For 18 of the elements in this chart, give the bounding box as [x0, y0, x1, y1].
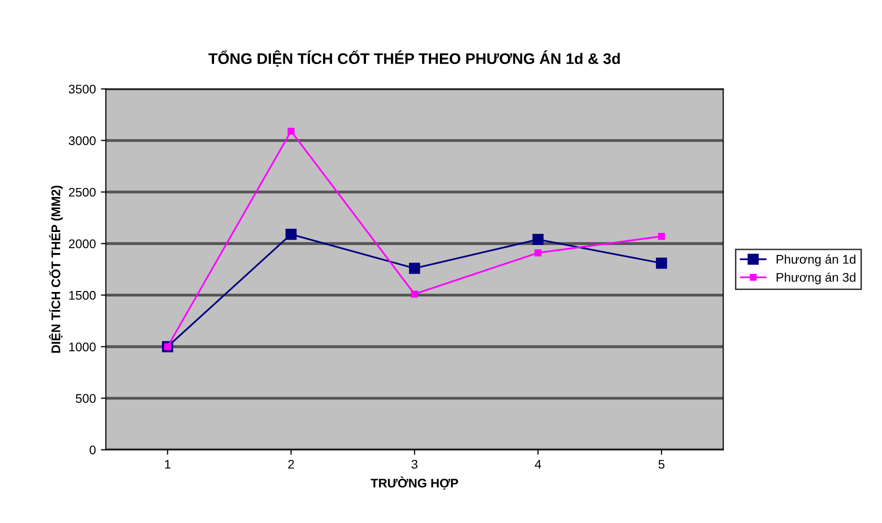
- y-tick-label: 3000: [68, 136, 96, 146]
- legend-label: Phương án 3d: [776, 272, 856, 284]
- y-axis-title: DIỆN TÍCH CỐT THÉP (MM2): [48, 186, 63, 353]
- y-tick-label: 2000: [68, 239, 96, 248]
- y-tick-label: 500: [76, 394, 96, 403]
- x-tick-label: 4: [534, 460, 542, 469]
- chart-title: TỔNG DIỆN TÍCH CỐT THÉP THEO PHƯƠNG ÁN 1d & 3d: [208, 50, 620, 67]
- x-tick-label: 2: [288, 460, 294, 469]
- y-tick-label: 0: [90, 446, 96, 454]
- y-tick-label: 2500: [68, 188, 96, 197]
- legend-label: Phương án 1d: [776, 254, 856, 266]
- y-tick-label: 3500: [68, 84, 96, 94]
- y-tick-label: 1500: [69, 290, 96, 300]
- x-tick-label: 5: [658, 460, 664, 469]
- x-tick-label: 1: [165, 460, 170, 469]
- x-axis-title: TRƯỜNG HỢP: [370, 476, 458, 490]
- y-tick-label: 1000: [69, 342, 96, 352]
- x-tick-label: 3: [412, 460, 418, 469]
